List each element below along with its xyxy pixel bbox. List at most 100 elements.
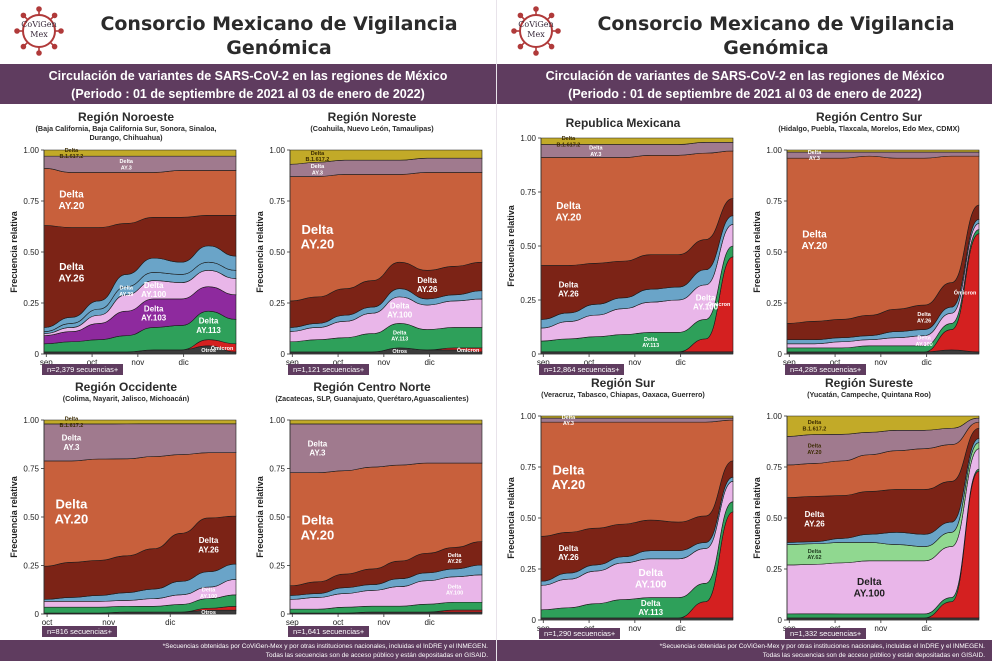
chart-panel-noreste: 0 0.25 0.50 0.75 1.00 sep oct nov dic Frecuencia … — [252, 110, 492, 375]
x-tick-label: nov — [628, 358, 641, 367]
covigen-logo: CoViGen Mex — [14, 6, 64, 56]
x-tick-label: oct — [830, 358, 841, 367]
y-tick-label: 1.00 — [269, 146, 285, 155]
y-tick-label: 0.50 — [23, 248, 39, 257]
series-label: Delta AY.26 — [198, 536, 219, 554]
y-tick-label: 0 — [35, 610, 40, 619]
y-tick-label: 0.75 — [520, 463, 536, 472]
subtitle-banner: Circulación de variantes de SARS-CoV-2 e… — [0, 64, 496, 104]
x-tick-label: dic — [676, 358, 686, 367]
area-b-1-617-2 — [289, 419, 483, 425]
chart-panel-sureste: 00.250.500.751.00sepoctnovdicFrecuencia … — [749, 376, 989, 639]
series-label: Otros — [201, 348, 216, 354]
y-tick-label: 0.75 — [23, 197, 39, 206]
series-label: Delta AY.26 — [447, 553, 462, 565]
logo-text: CoViGen Mex — [518, 20, 554, 39]
x-tick-label: dic — [922, 624, 932, 633]
y-tick-label: 0 — [778, 616, 783, 625]
y-tick-label: 0.25 — [23, 299, 39, 308]
chart-title: Región Sur — [590, 376, 655, 390]
y-axis-label: Frecuencia relativa — [752, 476, 762, 559]
chart-panel-occidente: 0 0.25 0.50 0.75 1.00 oct nov dic Frecuencia rel… — [6, 380, 246, 642]
series-label: Delta AY.100 — [387, 301, 413, 319]
series-label: Ómicron — [954, 289, 977, 297]
sample-count-badge: n=1,290 secuencias+ — [539, 628, 621, 639]
chart-subtitle: (Yucatán, Campeche, Quintana Roo) — [807, 390, 931, 399]
y-tick-label: 1.00 — [766, 412, 782, 421]
x-tick-label: dic — [165, 618, 175, 627]
chart-subtitle: (Coahuila, Nuevo León, Tamaulipas) — [310, 124, 434, 133]
y-tick-label: 0.75 — [520, 188, 536, 197]
y-tick-label: 1.00 — [23, 416, 39, 425]
footer-note: *Secuencias obtenidas por CoViGen-Mex y … — [497, 640, 992, 661]
y-tick-label: 0.25 — [23, 562, 39, 571]
area-b-1-617-2 — [43, 419, 237, 425]
main-title: Consorcio Mexicano de Vigilancia Genómic… — [597, 13, 955, 59]
chart-svg: 00.250.500.751.00sepoctnovdicFrecuencia … — [506, 412, 734, 633]
y-tick-label: 0.25 — [520, 565, 536, 574]
chart-panel-sur: 00.250.500.751.00sepoctnovdicFrecuencia … — [503, 376, 743, 639]
series-label: Delta AY.3 — [562, 415, 576, 427]
y-tick-label: 0 — [532, 616, 537, 625]
chart-panel-centro-norte: 0 0.25 0.50 0.75 1.00 sep oct nov dic Frecuencia … — [252, 380, 492, 642]
footer-note: *Secuencias obtenidas por CoViGen-Mex y … — [0, 640, 496, 661]
series-label: Delta AY.20 — [556, 201, 582, 224]
series-label: Delta B.1.617.2 — [59, 148, 83, 160]
area-b-1-617-2 — [540, 415, 734, 419]
subtitle-banner: Circulación de variantes de SARS-CoV-2 e… — [497, 64, 992, 104]
series-label: Delta AY.3 — [62, 434, 82, 452]
right-infographic: CoViGen Mex Consorcio Mexicano de Vigila… — [496, 0, 992, 661]
chart-subtitle: (Colima, Nayarit, Jalisco, Michoacán) — [62, 394, 190, 403]
x-tick-label: dic — [179, 358, 189, 367]
x-tick-label: sep — [286, 618, 299, 627]
logo-text: CoViGen Mex — [21, 20, 57, 39]
sample-count-badge: n=4,285 secuencias+ — [785, 364, 867, 375]
y-tick-label: 0 — [532, 350, 537, 359]
sample-count-badge: n=12,864 secuencias+ — [539, 364, 625, 375]
area-b-1-617-2 — [289, 149, 483, 165]
series-label: Delta AY.3 — [311, 164, 325, 176]
x-tick-label: dic — [922, 358, 932, 367]
x-tick-label: dic — [425, 358, 435, 367]
series-label: Delta AY.26 — [917, 312, 932, 324]
y-tick-label: 0.75 — [269, 197, 285, 206]
y-tick-label: 0.75 — [23, 465, 39, 474]
series-label: Ómicron — [457, 346, 480, 354]
x-tick-label: sep — [537, 358, 550, 367]
y-tick-label: 1.00 — [269, 416, 285, 425]
series-label: Delta AY.113 — [642, 337, 659, 349]
x-tick-label: nov — [102, 618, 115, 627]
chart-title: Región Sureste — [824, 376, 914, 390]
series-label: Delta AY.113 — [196, 317, 221, 335]
series-label: Delta AY.20 — [301, 512, 335, 542]
series-label: Ómicron — [211, 344, 234, 352]
header: CoViGen Mex Consorcio Mexicano de Vigila… — [0, 0, 496, 64]
series-label: Delta AY.3 — [308, 439, 328, 457]
y-tick-label: 0.50 — [520, 242, 536, 251]
series-label: Delta AY.20 — [807, 444, 822, 456]
y-tick-label: 0 — [35, 350, 40, 359]
y-tick-label: 0 — [281, 610, 286, 619]
x-tick-label: nov — [628, 624, 641, 633]
series-label: Delta AY.100 — [854, 577, 886, 600]
series-label: Delta B.1.617.2 — [305, 151, 329, 163]
series-label: Delta B.1.617.2 — [59, 417, 83, 429]
x-tick-label: nov — [874, 358, 887, 367]
y-tick-label: 0.25 — [766, 299, 782, 308]
x-tick-label: oct — [87, 358, 98, 367]
series-label: Otros — [201, 610, 216, 616]
chart-subtitle: (Zacatecas, SLP, Guanajuato, Querétaro,A… — [275, 394, 469, 403]
series-label: Delta AY.100 — [141, 281, 167, 299]
series-label: Delta AY.113 — [638, 599, 663, 617]
y-tick-label: 0.50 — [269, 248, 285, 257]
series-label: Delta B.1.617.2 — [802, 420, 826, 432]
y-axis-label: Frecuencia relativa — [506, 476, 516, 559]
y-tick-label: 0 — [281, 350, 286, 359]
series-label: Delta AY.3 — [589, 146, 603, 158]
series-label: Delta AY.26 — [558, 544, 579, 562]
series-label: Delta AY.26 — [59, 262, 85, 285]
y-tick-label: 0.25 — [269, 562, 285, 571]
series-label: Delta AY.20 — [552, 462, 586, 492]
series-label: Delta AY.39 — [119, 286, 134, 298]
